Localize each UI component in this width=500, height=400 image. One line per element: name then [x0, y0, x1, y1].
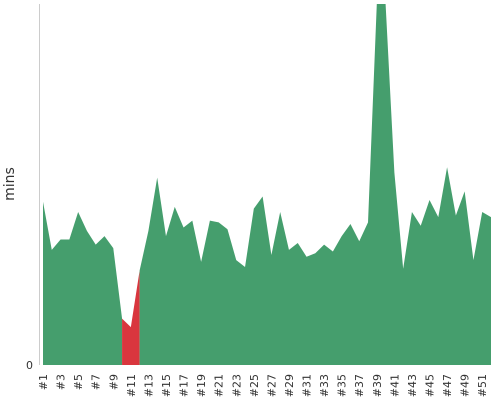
x-tick-label: #1	[37, 374, 50, 390]
x-tick-label: #29	[283, 374, 296, 397]
x-tick-label: #21	[213, 374, 226, 397]
x-tick-label: #35	[336, 374, 349, 397]
x-tick-label: #45	[424, 374, 437, 397]
x-tick-label: #9	[107, 374, 120, 390]
y-axis-title: mins	[2, 167, 18, 201]
x-tick-label: #13	[142, 374, 155, 397]
x-tick-label: #25	[248, 374, 261, 397]
y-tick-label: 0	[26, 359, 33, 372]
x-tick-label: #15	[160, 374, 173, 397]
x-tick-label: #17	[178, 374, 191, 397]
x-tick-label: #3	[55, 374, 68, 390]
x-tick-label: #23	[230, 374, 243, 397]
x-tick-label: #33	[318, 374, 331, 397]
x-tick-label: #43	[406, 374, 419, 397]
x-tick-label: #47	[441, 374, 454, 397]
x-axis-tick-labels: #1 #3 #5 #7 #9 #11 #13 #15 #17 #19 #21 #23 #25 #27 #29…	[37, 374, 489, 397]
area-series	[139, 4, 491, 365]
x-tick-label: #49	[459, 374, 472, 397]
plot-area	[43, 4, 491, 365]
x-tick-label: #27	[265, 374, 278, 397]
x-tick-label: #31	[301, 374, 314, 397]
x-tick-label: #7	[90, 374, 103, 390]
x-tick-label: #5	[72, 374, 85, 390]
x-tick-label: #37	[353, 374, 366, 397]
x-tick-label: #41	[388, 374, 401, 397]
x-tick-label: #39	[371, 374, 384, 397]
x-tick-label: #19	[195, 374, 208, 397]
area-series	[43, 201, 123, 365]
x-tick-label: #11	[125, 374, 138, 397]
area-highlight	[122, 270, 140, 365]
x-tick-label: #51	[476, 374, 489, 397]
